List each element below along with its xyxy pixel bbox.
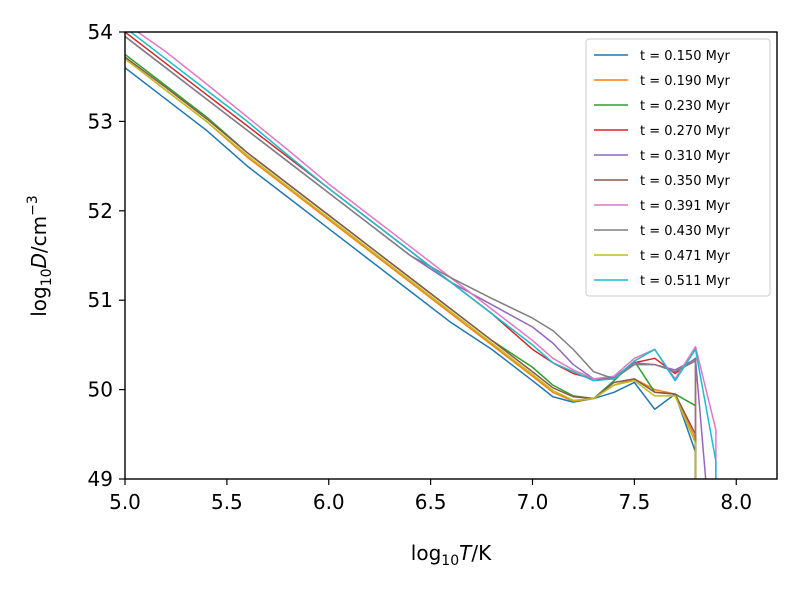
y-tick-label: 51 — [88, 288, 113, 312]
y-tick-label: 53 — [88, 109, 113, 133]
x-label-unit: /K — [471, 541, 492, 565]
series-line-8 — [125, 35, 697, 479]
y-axis-label: log10D/cm−3 — [25, 195, 55, 317]
legend-label-10: t = 0.511 Myr — [640, 274, 731, 289]
legend-label-3: t = 0.230 Myr — [640, 99, 731, 114]
x-tick-label: 7.0 — [517, 490, 549, 514]
legend-label-9: t = 0.471 Myr — [640, 249, 731, 264]
series-line-9 — [125, 58, 697, 479]
legend-box — [585, 38, 771, 297]
y-tick-label: 52 — [88, 199, 113, 223]
series-line-1 — [125, 67, 697, 479]
y-tick-label: 49 — [88, 467, 113, 491]
y-axis: 49 50 51 52 53 54 — [88, 20, 125, 491]
y-label-log: log — [27, 286, 51, 317]
legend-label-7: t = 0.391 Myr — [640, 199, 731, 214]
x-tick-label: 5.0 — [109, 490, 141, 514]
x-tick-label: 7.5 — [618, 490, 650, 514]
x-tick-label: 6.0 — [313, 490, 345, 514]
y-label-var: D — [27, 253, 51, 268]
x-tick-label: 5.5 — [211, 490, 243, 514]
x-tick-label: 6.5 — [415, 490, 447, 514]
y-label-unit: /cm — [27, 216, 51, 253]
x-tick-label: 8.0 — [720, 490, 752, 514]
legend-label-1: t = 0.150 Myr — [640, 49, 731, 64]
legend-label-8: t = 0.430 Myr — [640, 224, 731, 239]
series-line-10 — [129, 32, 717, 479]
legend-label-6: t = 0.350 Myr — [640, 174, 731, 189]
y-label-sub: 10 — [39, 268, 55, 286]
x-axis-label: log10T/K — [411, 541, 492, 569]
x-axis: 5.0 5.5 6.0 6.5 7.0 7.5 8.0 — [109, 479, 752, 514]
plot-frame — [124, 31, 778, 480]
legend: t = 0.150 Myr t = 0.190 Myr t = 0.230 Myr t… — [585, 38, 771, 297]
x-label-var: T — [459, 541, 473, 565]
x-label-log: log — [411, 541, 442, 565]
legend-label-2: t = 0.190 Myr — [640, 74, 731, 89]
legend-label-4: t = 0.270 Myr — [640, 124, 731, 139]
y-label-exp: −3 — [25, 195, 41, 216]
y-tick-label: 50 — [88, 378, 113, 402]
series-line-6 — [125, 56, 697, 479]
legend-label-5: t = 0.310 Myr — [640, 149, 731, 164]
series-line-4 — [125, 32, 697, 479]
x-label-sub: 10 — [441, 553, 459, 569]
y-tick-label: 54 — [88, 20, 113, 44]
series-layer — [125, 32, 717, 479]
